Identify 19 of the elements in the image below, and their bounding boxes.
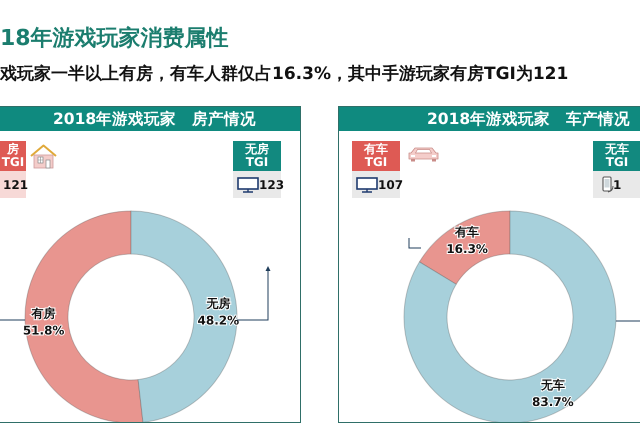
data-label: 48.2%: [198, 314, 240, 328]
chart-title: 2018年游戏玩家 车产情况: [339, 107, 640, 131]
slice-label: 有车: [454, 225, 480, 240]
data-label: 51.8%: [22, 323, 64, 338]
text: 107: [378, 178, 404, 192]
chart-title: 2018年游戏玩家 房产情况: [0, 107, 300, 131]
text: 无房 TGI: [235, 142, 279, 169]
data-label: 83.7%: [532, 394, 574, 409]
text: 123: [259, 178, 284, 192]
text: 1: [613, 178, 622, 192]
text: 121: [3, 178, 28, 192]
slice-label: 有房: [30, 306, 56, 320]
text: 有车 TGI: [354, 142, 398, 169]
slice-label: 无车: [540, 378, 565, 392]
text: 18年游戏玩家消费属性: [0, 24, 229, 53]
text: 房 TGI: [2, 142, 24, 169]
data-label: 16.3%: [446, 242, 488, 256]
slice-label: 无房: [205, 296, 230, 311]
text: 无车 TGI: [595, 142, 639, 169]
